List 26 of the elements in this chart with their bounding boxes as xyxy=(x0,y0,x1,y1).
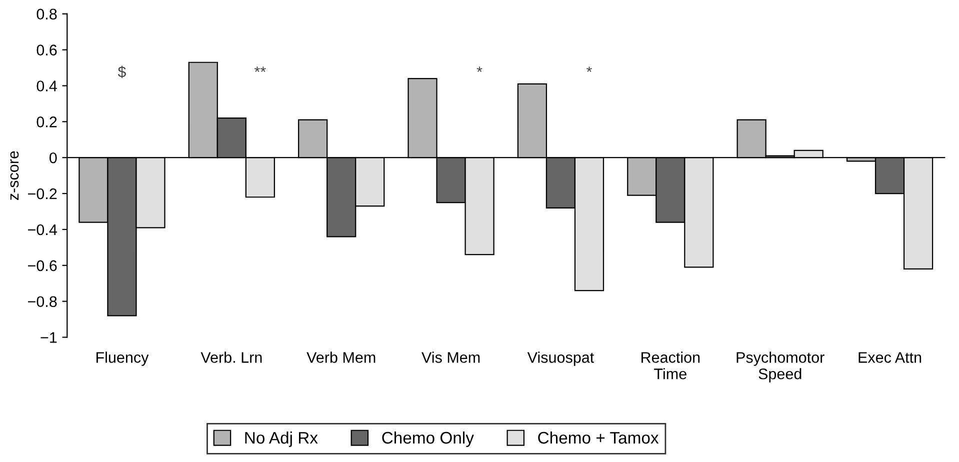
y-tick-label: 0 xyxy=(50,152,57,164)
y-tick-label: −1 xyxy=(40,332,57,343)
y-tick-label: −0.2 xyxy=(28,188,57,200)
legend-label: No Adj Rx xyxy=(245,431,318,447)
y-tick-label: 0.4 xyxy=(36,80,57,92)
annotation: ** xyxy=(254,66,266,72)
annotation: * xyxy=(476,66,482,72)
y-tick-label: −0.8 xyxy=(28,296,57,308)
x-tick-label: Visuospat xyxy=(527,352,594,366)
x-tick-label: Vis Mem xyxy=(422,352,480,363)
x-tick-label: Verb Mem xyxy=(306,352,376,363)
annotation: $ xyxy=(118,66,126,78)
y-tick-label: 0.2 xyxy=(36,116,57,128)
legend-label: Chemo + Tamox xyxy=(538,431,659,444)
y-axis-title: z-score xyxy=(10,151,19,200)
annotation: * xyxy=(586,66,592,72)
x-tick-label: Exec Attn xyxy=(858,352,922,363)
y-tick-label: −0.4 xyxy=(28,224,57,236)
x-tick-label: Fluency xyxy=(96,352,149,366)
y-tick-label: 0.6 xyxy=(36,44,57,56)
y-tick-label: −0.6 xyxy=(28,260,57,272)
y-tick-label: 0.8 xyxy=(36,8,57,20)
x-tick-label: Reaction Time xyxy=(642,352,700,380)
x-tick-label: Psychomotor Speed xyxy=(736,352,824,382)
x-tick-label: Verb. Lrn xyxy=(200,352,262,363)
legend-label: Chemo Only xyxy=(382,431,474,447)
